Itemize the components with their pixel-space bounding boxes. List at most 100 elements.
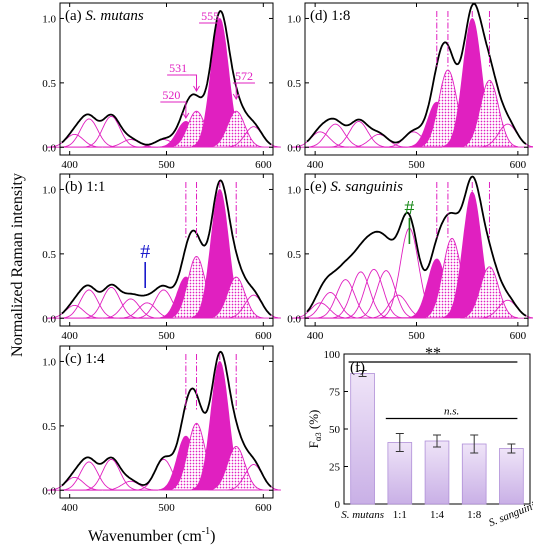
peak-annotation-531: 531 (169, 61, 187, 75)
y-tick-label: 0.5 (42, 249, 56, 261)
peak-443-component (83, 115, 139, 148)
peak-405-component (46, 133, 102, 148)
annotation-arrow (182, 101, 187, 118)
panel-letter: (a) (65, 8, 85, 24)
x-axis-label-close: ) (210, 528, 215, 545)
x-tick-label: 500 (158, 502, 175, 514)
x-tick-label: 600 (510, 330, 527, 342)
x-tick-label: 600 (255, 330, 272, 342)
panel-title: S. mutans (85, 8, 144, 24)
peak-572-component (460, 266, 519, 319)
panel-letter: (d) (310, 8, 331, 24)
panel-c-spectrum: 0.0 0.5 1.0 400 500 600 (c) 1:4 (42, 345, 281, 514)
panel-d-spectrum: 0.0 0.5 1.0 400 500 600 (d) 1:8 (287, 2, 533, 171)
panel-label: (c) 1:4 (65, 351, 105, 367)
y-tick-label: 1.0 (42, 356, 56, 368)
panel-title: 1:4 (85, 351, 105, 367)
peak-572-component (208, 446, 264, 491)
peak-572-component (208, 110, 264, 148)
y-tick-label: 0.0 (287, 142, 301, 154)
panel-label: (e) S. sanguinis (310, 179, 403, 195)
peak-443-component (83, 458, 139, 491)
annotation-arrow (210, 22, 221, 39)
y-tick-label: 1.0 (287, 13, 301, 25)
peak-405-component (290, 131, 349, 148)
peak-annotation-555: 555 (201, 9, 219, 23)
significance-label: ** (425, 345, 441, 362)
fitted-envelope-line (306, 175, 527, 317)
peak-443-component (329, 121, 388, 148)
hash-marker: # (140, 241, 150, 263)
bar-2 (424, 440, 450, 505)
x-tick-label: 400 (61, 502, 78, 514)
x-tick-label: 500 (408, 330, 425, 342)
panel-letter: (b) (65, 179, 86, 195)
x-tick-label: 600 (255, 159, 272, 171)
peak-572-component (460, 79, 519, 148)
y-tick-label: 1.0 (42, 13, 56, 25)
annotation-arrowhead (193, 85, 200, 92)
annotation-arrowhead (182, 112, 190, 119)
peak-463-component (102, 139, 158, 148)
x-axis-label-sup: -1 (202, 526, 210, 537)
category-label: 1:4 (430, 509, 445, 521)
panel-a-spectrum: 0.0 0.5 1.0 400 500 600 (a) S. mutans 520 531 555… (42, 2, 281, 171)
category-label: S. mutans (341, 509, 384, 521)
peak-445-component (331, 271, 390, 319)
x-axis-label-main: Wavenumber (cm (88, 528, 202, 545)
peak-405-component (46, 476, 102, 491)
panel-title: 1:8 (331, 8, 350, 24)
panel-b-spectrum: 0.0 0.5 1.0 400 500 600 (b) 1:1 # (42, 173, 281, 342)
fitted-envelope-line (61, 350, 272, 488)
y-tick-label: 0.0 (42, 485, 56, 497)
x-axis-label: Wavenumber (cm-1) (88, 526, 215, 545)
y-tick-label: 100 (324, 349, 341, 361)
peak-463-component (102, 480, 158, 491)
y-tick-label: 1.0 (287, 184, 301, 196)
y-tick-label: 0 (335, 499, 341, 511)
y-tick-label: 0.5 (42, 421, 56, 433)
y-axis-label: Normalized Raman intensity (9, 173, 26, 357)
y-tick-label: 0.5 (42, 78, 56, 90)
bar-y-axis-label: Fα3 (%) (306, 410, 323, 449)
peak-420-component (61, 118, 117, 148)
peak-annotation-572: 572 (235, 69, 253, 83)
y-tick-label: 0.0 (287, 313, 301, 325)
peak-420-component (61, 461, 117, 491)
panel-letter: (c) (65, 351, 85, 367)
panel-label: (f) (350, 360, 365, 376)
annotation-arrowhead (232, 93, 240, 100)
y-tick-label: 0.0 (42, 142, 56, 154)
peak-458-component (344, 268, 403, 319)
panel-label: (a) S. mutans (65, 8, 144, 24)
panel-label: (b) 1:1 (65, 179, 105, 195)
y-tick-label: 75 (329, 387, 341, 399)
y-tick-label: 50 (329, 424, 341, 436)
panel-title: S. sanguinis (330, 179, 403, 195)
annotation-arrowhead (216, 33, 224, 40)
peak-420-component (61, 289, 117, 319)
peak-470-component (356, 270, 415, 319)
category-label: 1:1 (393, 509, 407, 521)
y-tick-label: 0.0 (42, 313, 56, 325)
significance-label: n.s. (444, 406, 459, 418)
fitted-envelope-line (61, 179, 272, 316)
x-tick-label: 600 (255, 502, 272, 514)
x-tick-label: 400 (307, 159, 324, 171)
peak-443-component (83, 286, 139, 319)
x-tick-label: 400 (61, 159, 78, 171)
panel-label: (d) 1:8 (310, 8, 350, 24)
x-tick-label: 400 (307, 330, 324, 342)
annotation-arrow (232, 82, 237, 99)
peak-572-component (208, 276, 264, 319)
y-tick-label: 0.5 (287, 78, 301, 90)
peak-415-component (301, 292, 359, 319)
y-tick-label: 25 (329, 462, 341, 474)
x-tick-label: 500 (408, 159, 425, 171)
y-tick-label: 1.0 (42, 184, 56, 196)
peak-463-component (349, 133, 408, 148)
peak-405-component (46, 304, 102, 319)
peak-annotation-520: 520 (162, 88, 180, 102)
